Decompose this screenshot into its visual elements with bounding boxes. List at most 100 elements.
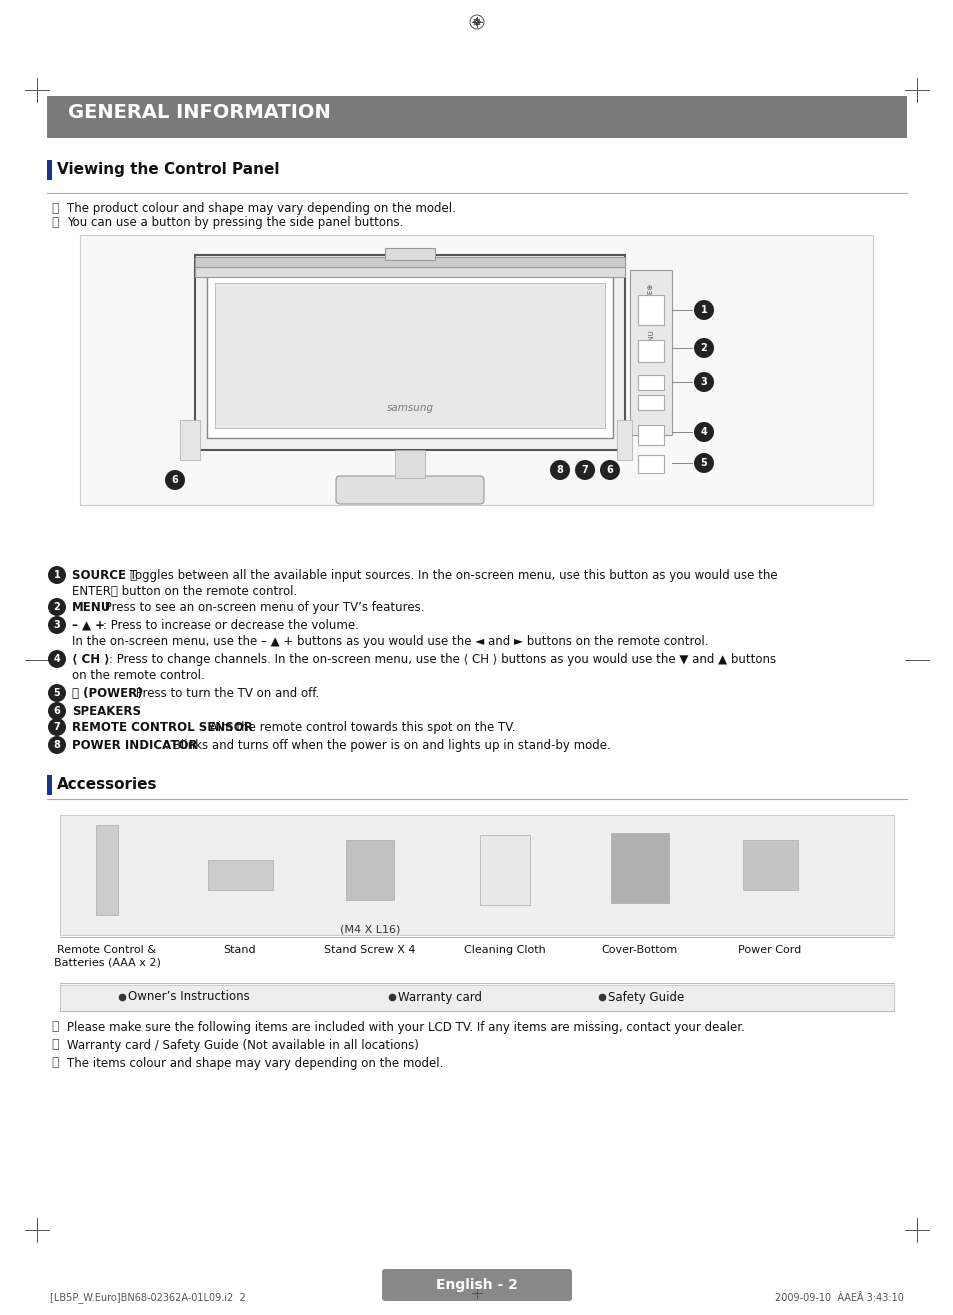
Text: 5: 5 [700, 458, 706, 468]
Text: ⓕ: ⓕ [51, 1056, 59, 1069]
Circle shape [48, 718, 66, 736]
Text: ⓕ: ⓕ [51, 216, 59, 229]
Text: Warranty card: Warranty card [397, 990, 481, 1003]
Text: ⓕ: ⓕ [51, 1039, 59, 1052]
Text: 3: 3 [53, 619, 60, 630]
Bar [638, 341, 663, 362]
Text: ⓕ: ⓕ [51, 201, 59, 214]
Text: 5: 5 [53, 688, 60, 698]
Text: 8: 8 [556, 466, 563, 475]
Text: Viewing the Control Panel: Viewing the Control Panel [57, 162, 279, 176]
Text: POWER INDICATOR: POWER INDICATOR [71, 739, 197, 751]
Text: The product colour and shape may vary depending on the model.: The product colour and shape may vary de… [67, 201, 456, 214]
Text: 1: 1 [700, 305, 706, 316]
Text: 8: 8 [53, 740, 60, 750]
Text: : Press to turn the TV on and off.: : Press to turn the TV on and off. [128, 686, 318, 700]
Circle shape [550, 460, 569, 480]
Circle shape [48, 650, 66, 668]
Bar [180, 419, 200, 460]
Text: : Press to increase or decrease the volume.: : Press to increase or decrease the volu… [103, 618, 358, 631]
Bar [60, 815, 893, 935]
Bar [47, 96, 906, 138]
Circle shape [48, 736, 66, 753]
Bar [194, 256, 624, 267]
Text: Owner’s Instructions: Owner’s Instructions [128, 990, 250, 1003]
Text: ⟨ CH ⟩: ⟨ CH ⟩ [71, 652, 110, 665]
Bar [617, 419, 631, 460]
Text: 4: 4 [53, 654, 60, 664]
Bar [214, 283, 604, 427]
Text: Cleaning Cloth: Cleaning Cloth [464, 945, 545, 955]
Bar [385, 249, 435, 260]
Text: 7: 7 [53, 722, 60, 732]
Text: Stand Screw X 4: Stand Screw X 4 [324, 945, 416, 955]
Bar [610, 832, 668, 903]
Text: Stand: Stand [223, 945, 256, 955]
Text: MENU: MENU [71, 601, 112, 614]
Text: : Blinks and turns off when the power is on and lights up in stand-by mode.: : Blinks and turns off when the power is… [165, 739, 610, 751]
Text: 6: 6 [53, 706, 60, 715]
Circle shape [693, 422, 713, 442]
Circle shape [693, 338, 713, 358]
Circle shape [48, 565, 66, 584]
Text: 4: 4 [700, 427, 706, 437]
Text: 2: 2 [700, 343, 706, 352]
Text: 6: 6 [606, 466, 613, 475]
FancyBboxPatch shape [335, 476, 483, 504]
Text: : Press to see an on-screen menu of your TV’s features.: : Press to see an on-screen menu of your… [96, 601, 424, 614]
Bar [638, 455, 663, 473]
Text: Please make sure the following items are included with your LCD TV. If any items: Please make sure the following items are… [67, 1020, 744, 1034]
Circle shape [599, 460, 619, 480]
Bar [47, 160, 52, 180]
Circle shape [48, 684, 66, 702]
Bar [638, 394, 663, 410]
Text: 1: 1 [53, 569, 60, 580]
Text: The items colour and shape may vary depending on the model.: The items colour and shape may vary depe… [67, 1056, 443, 1069]
Text: on the remote control.: on the remote control. [71, 668, 205, 681]
Text: [LB5P_W.Euro]BN68-02362A-01L09.i2  2: [LB5P_W.Euro]BN68-02362A-01L09.i2 2 [50, 1293, 246, 1303]
Text: 7: 7 [581, 466, 588, 475]
Bar [47, 775, 52, 796]
Bar [80, 235, 872, 505]
Text: Cover-Bottom: Cover-Bottom [601, 945, 678, 955]
Text: ⏻ (POWER): ⏻ (POWER) [71, 686, 143, 700]
Bar [395, 450, 424, 477]
Circle shape [693, 372, 713, 392]
Bar [629, 270, 671, 435]
Bar [346, 840, 394, 899]
Text: : Press to change channels. In the on-screen menu, use the ⟨ CH ⟩ buttons as you: : Press to change channels. In the on-sc… [109, 652, 776, 665]
Bar [60, 985, 893, 1011]
Text: SOURCE ⬜: SOURCE ⬜ [71, 568, 137, 581]
Text: Warranty card / Safety Guide (Not available in all locations): Warranty card / Safety Guide (Not availa… [67, 1039, 418, 1052]
Text: REMOTE CONTROL SENSOR: REMOTE CONTROL SENSOR [71, 721, 253, 734]
Circle shape [48, 615, 66, 634]
Text: MENU: MENU [647, 330, 654, 350]
Text: English - 2: English - 2 [436, 1278, 517, 1293]
Text: SPEAKERS: SPEAKERS [71, 705, 141, 718]
Text: ⓕ: ⓕ [51, 1020, 59, 1034]
Text: You can use a button by pressing the side panel buttons.: You can use a button by pressing the sid… [67, 216, 403, 229]
Bar [194, 255, 624, 450]
Text: : Aim the remote control towards this spot on the TV.: : Aim the remote control towards this sp… [202, 721, 516, 734]
Circle shape [48, 702, 66, 721]
Circle shape [48, 598, 66, 615]
Text: 2009-09-10  ÀAEÂ 3:43:10: 2009-09-10 ÀAEÂ 3:43:10 [774, 1293, 903, 1303]
Text: – ▲ +: – ▲ + [71, 618, 105, 631]
Circle shape [693, 300, 713, 320]
Bar [207, 274, 613, 438]
Circle shape [165, 469, 185, 490]
Bar [96, 825, 118, 915]
Bar [638, 425, 663, 444]
Text: 6: 6 [172, 475, 178, 485]
Text: Safety Guide: Safety Guide [607, 990, 683, 1003]
Bar [742, 840, 797, 890]
Bar [194, 267, 624, 277]
Circle shape [575, 460, 595, 480]
Bar [208, 860, 273, 890]
Text: In the on-screen menu, use the – ▲ + buttons as you would use the ◄ and ► button: In the on-screen menu, use the – ▲ + but… [71, 635, 708, 647]
Text: Accessories: Accessories [57, 776, 157, 792]
Text: Power Cord: Power Cord [738, 945, 801, 955]
Bar [638, 295, 663, 325]
Circle shape [693, 452, 713, 473]
Text: (M4 X L16): (M4 X L16) [339, 924, 399, 935]
